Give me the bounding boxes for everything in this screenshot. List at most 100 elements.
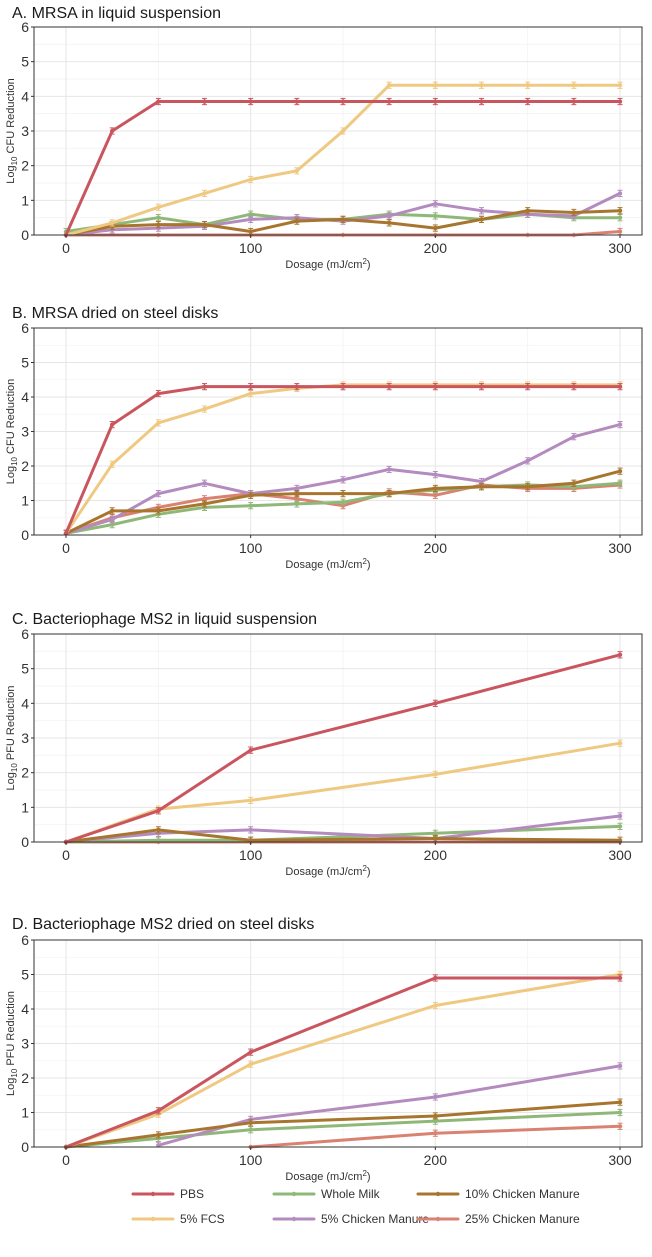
data-point [202, 222, 207, 227]
y-tick-label: 5 [21, 967, 29, 983]
y-tick-label: 2 [21, 1070, 29, 1086]
data-point [248, 827, 253, 833]
data-point [479, 484, 484, 489]
x-axis-label: Dosage (mJ/cm2) [285, 1169, 370, 1183]
x-axis-label: Dosage (mJ/cm2) [285, 557, 370, 571]
data-point [386, 384, 392, 389]
data-point [433, 1118, 438, 1124]
series-5pct-chicken-manure [155, 1062, 623, 1148]
data-point [433, 384, 438, 389]
data-point [479, 217, 484, 222]
data-point [248, 493, 253, 498]
data-point [617, 191, 623, 196]
data-point [571, 434, 577, 439]
legend-swatch-point [435, 1216, 441, 1222]
series-pbs [63, 383, 623, 536]
data-point [479, 479, 484, 484]
y-tick-label: 6 [21, 932, 29, 948]
legend-label: 5% Chicken Manure [321, 1212, 429, 1226]
data-point [248, 177, 253, 182]
data-point [617, 99, 623, 104]
legend-label: 10% Chicken Manure [465, 1187, 580, 1201]
panel-c: C. Bacteriophage MS2 in liquid suspensio… [5, 611, 643, 878]
data-point [386, 83, 392, 88]
x-tick-label: 300 [608, 1152, 632, 1168]
data-point [156, 838, 161, 843]
data-point [248, 212, 253, 217]
data-point [433, 472, 438, 477]
data-point [340, 384, 346, 389]
legend-swatch-point [150, 1191, 156, 1197]
data-point [294, 218, 300, 224]
series-25pct-chicken-manure [248, 1122, 623, 1150]
data-point [386, 99, 392, 104]
data-point [525, 484, 530, 489]
y-tick-label: 0 [21, 834, 29, 850]
data-point [617, 422, 623, 427]
data-point [202, 501, 207, 507]
data-point [109, 462, 115, 467]
panel-title: C. Bacteriophage MS2 in liquid suspensio… [12, 611, 317, 628]
data-point [248, 503, 253, 508]
x-axis-label: Dosage (mJ/cm2) [285, 864, 370, 878]
data-point [156, 215, 161, 220]
data-point [433, 201, 438, 206]
data-point [479, 99, 484, 104]
data-point [340, 491, 346, 496]
x-axis-label: Dosage (mJ/cm2) [285, 257, 370, 271]
data-point [617, 1124, 623, 1129]
y-axis-label: Log10 PFU Reduction [5, 686, 19, 791]
data-point [525, 458, 530, 464]
legend-swatch-point [435, 1191, 441, 1197]
legend-item-25pct-chicken-manure: 25% Chicken Manure [416, 1212, 580, 1226]
data-point [156, 99, 161, 104]
x-tick-label: 0 [62, 847, 70, 863]
data-point [617, 481, 623, 486]
data-point [294, 486, 300, 491]
x-tick-label: 200 [424, 540, 448, 556]
data-point [386, 491, 392, 496]
y-tick-label: 0 [21, 227, 29, 243]
y-tick-label: 6 [21, 626, 29, 642]
series-pbs [63, 97, 623, 238]
y-tick-label: 5 [21, 54, 29, 70]
data-point [617, 838, 623, 843]
data-point [617, 813, 623, 819]
data-point [617, 975, 623, 981]
y-tick-label: 2 [21, 158, 29, 174]
data-point [294, 168, 300, 174]
data-point [525, 384, 530, 389]
x-tick-label: 300 [608, 540, 632, 556]
series-10pct-chicken-manure [63, 207, 623, 238]
data-point [571, 83, 577, 88]
data-point [571, 210, 577, 215]
data-point [617, 824, 623, 829]
data-point [433, 1131, 438, 1136]
data-point [248, 217, 253, 222]
data-point [386, 467, 392, 472]
x-tick-label: 100 [239, 240, 263, 256]
x-tick-label: 100 [239, 847, 263, 863]
y-axis-label: Log10 CFU Reduction [5, 379, 19, 485]
data-point [433, 213, 438, 219]
data-point [294, 501, 300, 507]
data-point [248, 838, 253, 843]
legend-item-pbs: PBS [131, 1187, 204, 1201]
y-tick-label: 3 [21, 424, 29, 440]
data-point [617, 652, 623, 657]
x-tick-label: 100 [239, 1152, 263, 1168]
data-point [386, 213, 392, 219]
y-tick-label: 1 [21, 493, 29, 509]
data-point [248, 1049, 253, 1055]
legend-item-10pct-chicken-manure: 10% Chicken Manure [416, 1187, 580, 1201]
panel-a: A. MRSA in liquid suspension 0 1 2 3 4 5 6 0 100 2… [5, 5, 643, 271]
data-point [571, 99, 577, 104]
data-point [156, 827, 161, 833]
y-tick-label: 1 [21, 192, 29, 208]
data-point [202, 406, 207, 412]
data-point [248, 391, 253, 396]
panel-b: B. MRSA dried on steel disks 0 1 2 3 4 5 6 0 100 2… [5, 305, 643, 571]
y-tick-label: 2 [21, 765, 29, 781]
data-point [433, 493, 438, 498]
data-point [433, 1094, 438, 1100]
